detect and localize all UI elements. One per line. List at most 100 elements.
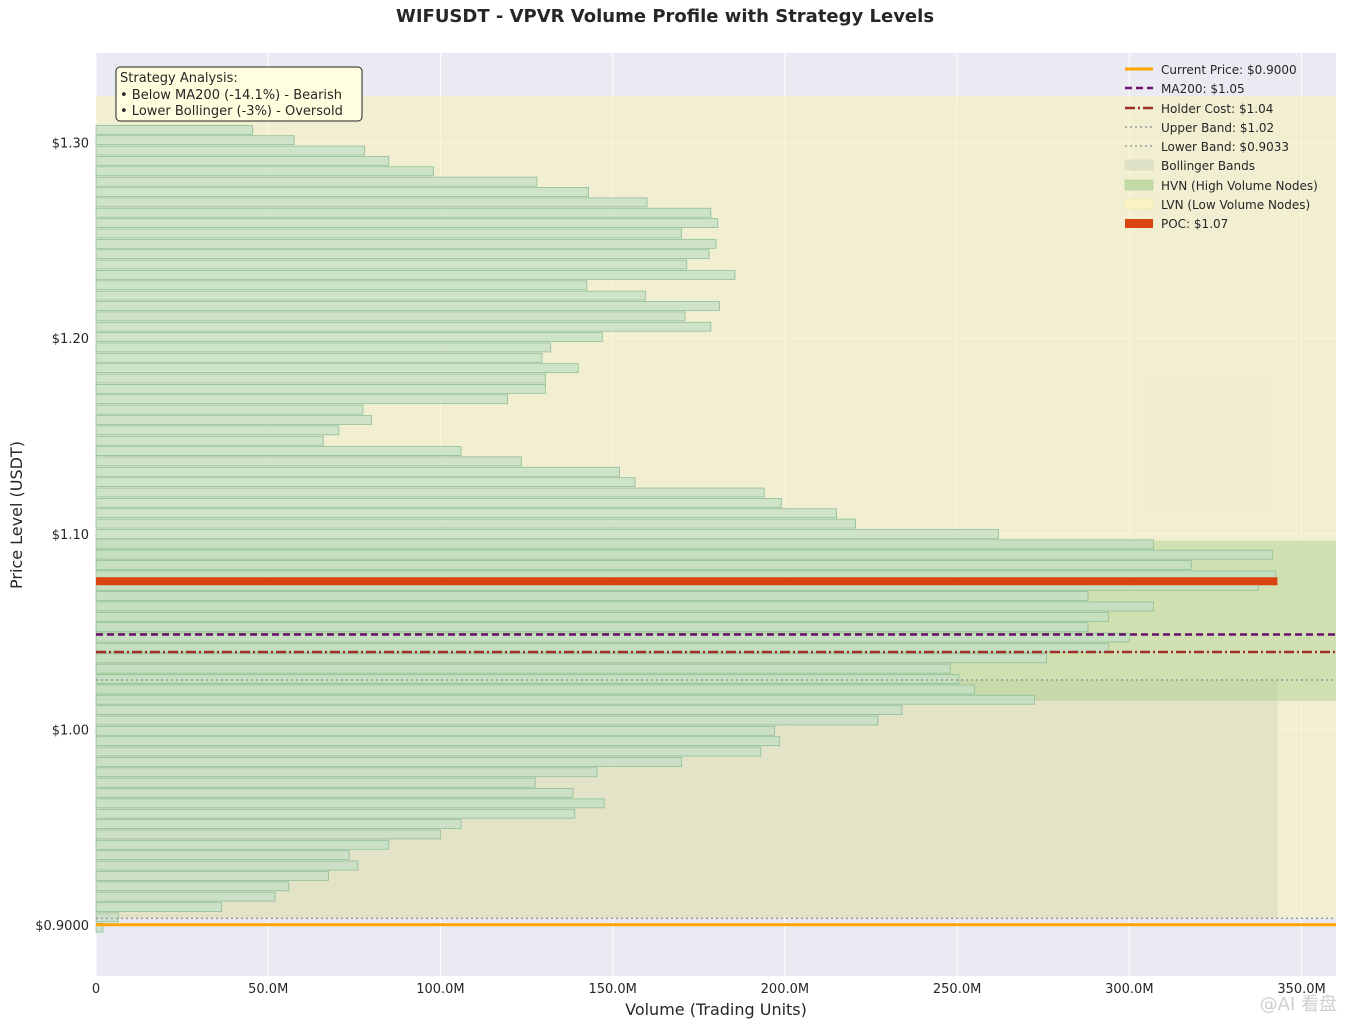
annotation-box [115,66,363,122]
volume-bar [95,124,254,135]
volume-bar [95,715,879,726]
volume-bar [95,477,636,488]
x-tick-label: 150.0M [588,982,636,997]
volume-bar [95,881,290,892]
volume-bar [95,342,552,353]
volume-bar [95,373,546,384]
annotation-title: Strategy Analysis: [120,71,238,86]
volume-bar [95,922,104,933]
volume-bar [95,705,903,715]
volume-bar [95,736,781,747]
volume-bar [95,415,372,425]
volume-bar [95,902,223,912]
volume-bar [95,860,359,871]
legend-label-holder-cost: Holder Cost: $1.04 [1161,102,1273,116]
bar-layer [95,124,1278,933]
legend-swatch-poc [1125,219,1153,228]
volume-bar [95,539,1154,550]
volume-bar [95,156,390,166]
volume-bar [95,404,364,415]
volume-bar [95,290,646,301]
x-tick-labels: 0 50.0M 100.0M 150.0M 200.0M 250.0M 300.0M 350.… [92,982,1326,997]
volume-bar [95,228,682,239]
volume-bar [95,435,324,446]
volume-bar [95,808,576,819]
volume-bar [95,321,712,332]
volume-bar [95,912,119,923]
volume-bar [95,611,1110,622]
volume-bar [95,653,1048,664]
volume-bar [95,466,620,477]
y-tick-label: $1.20 [52,332,89,347]
legend-label-lvn: LVN (Low Volume Nodes) [1161,198,1310,212]
y-tick-labels: $0.9000 $1.00 $1.10 $1.20 $1.30 [35,137,89,934]
legend-label-current-price: Current Price: $0.9000 [1161,63,1297,77]
volume-bar [95,197,648,208]
volume-bar [95,529,999,539]
volume-bar [95,663,951,674]
volume-bar [95,487,765,498]
volume-bar [95,622,1089,633]
volume-bar [95,446,462,456]
volume-bar [95,145,366,156]
volume-bar [95,456,522,467]
y-tick-label: $0.9000 [35,919,89,934]
volume-bar [95,259,688,270]
volume-bar [95,757,682,767]
legend-label-hvn: HVN (High Volume Nodes) [1161,179,1318,193]
legend: Current Price: $0.9000 MA200: $1.05 Hold… [1124,63,1318,231]
volume-bar [95,384,546,394]
volume-bar [95,694,1036,705]
volume-bar [95,394,509,405]
strategy-annotation: Strategy Analysis: • Below MA200 (-14.1%… [115,66,363,122]
legend-swatch-lvn [1124,198,1154,210]
volume-bar [95,363,579,374]
volume-bar [95,301,720,311]
volume-bar [95,497,782,508]
volume-bar [95,238,717,249]
volume-bar [95,166,434,177]
volume-bar [95,788,574,798]
volume-bar [95,839,390,850]
x-axis-label: Volume (Trading Units) [625,1000,807,1019]
volume-bar [95,725,775,736]
x-tick-label: 250.0M [933,982,981,997]
volume-bar [95,632,1130,643]
volume-bar [95,135,295,146]
volume-bar [95,332,603,342]
volume-bar [95,508,837,519]
volume-bar [95,280,588,291]
volume-bar [95,674,960,684]
legend-swatch-hvn [1124,179,1154,191]
volume-bar [95,798,605,809]
y-tick-label: $1.10 [52,528,89,543]
volume-bar [95,871,329,881]
volume-bar [95,684,975,695]
volume-bar [95,352,543,363]
x-tick-label: 350.0M [1277,982,1325,997]
x-tick-label: 300.0M [1105,982,1153,997]
volume-bar [95,777,536,788]
legend-label-upper-band: Upper Band: $1.02 [1161,121,1274,135]
volume-bar [95,560,1192,570]
y-tick-label: $1.30 [52,137,89,152]
volume-bar [95,311,686,322]
volume-bar [95,187,589,197]
volume-bar [95,767,598,778]
volume-bar [95,746,762,757]
volume-bar [95,850,350,861]
legend-label-bollinger: Bollinger Bands [1161,159,1255,173]
x-tick-label: 0 [92,982,100,997]
volume-bar [95,549,1273,560]
volume-bar [95,425,340,436]
volume-bar [95,829,441,840]
y-axis-label: Price Level (USDT) [7,441,26,589]
watermark: @AI 看盘 [1260,994,1337,1015]
legend-label-poc: POC: $1.07 [1161,217,1228,231]
chart-title: WIFUSDT - VPVR Volume Profile with Strat… [395,6,935,27]
volume-bar [95,819,462,829]
volume-bar [95,591,1089,602]
annotation-line-2: • Lower Bollinger (-3%) - Oversold [120,104,343,119]
y-tick-label: $1.00 [52,723,89,738]
